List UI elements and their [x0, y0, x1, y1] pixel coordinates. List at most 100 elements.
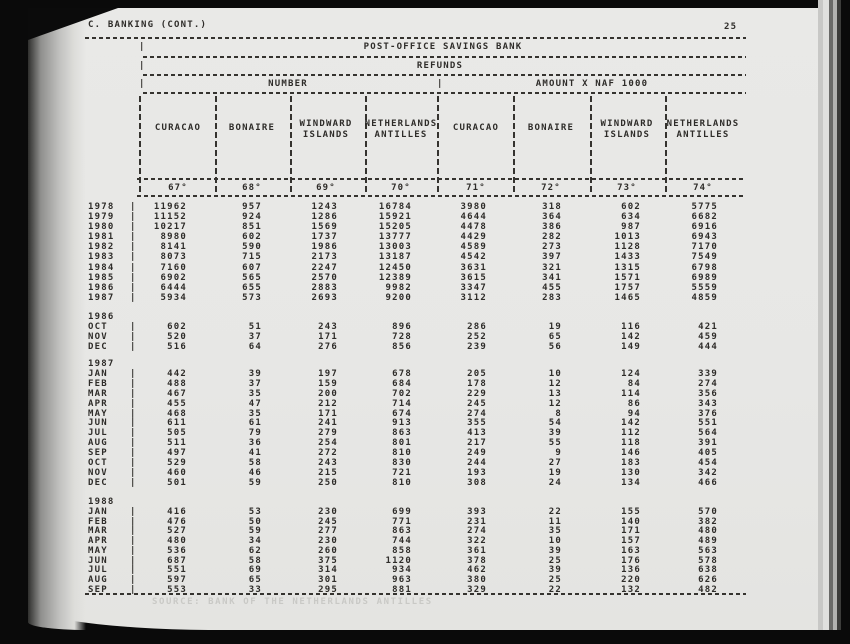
cell-value: 318: [542, 202, 562, 212]
table-row: 1987 | 5934 573 2693 9200 3112 283 1465 4859: [0, 293, 850, 303]
row-label: 1985: [88, 273, 115, 283]
row-rule-pipe: |: [130, 232, 137, 242]
row-rule-pipe: |: [130, 283, 137, 293]
cell-value: 7160: [160, 263, 187, 273]
cell-value: 459: [698, 332, 718, 342]
cell-value: 321: [542, 263, 562, 273]
cell-value: 276: [318, 342, 338, 352]
row-rule-pipe: |: [130, 526, 137, 536]
row-label: DEC: [88, 342, 108, 352]
cell-value: 12: [548, 399, 562, 409]
table-row: DEC | 516 64 276 856 239 56 149 444: [0, 342, 850, 352]
column-header-line: BONAIRE: [228, 123, 276, 133]
cell-value: 22: [548, 585, 562, 595]
cell-value: 527: [167, 526, 187, 536]
column-number: 67°: [168, 183, 188, 193]
table-row: OCT | 602 51 243 896 286 19 116 421: [0, 322, 850, 332]
cell-value: 230: [318, 507, 338, 517]
row-rule-pipe: |: [130, 468, 137, 478]
cell-value: 590: [242, 242, 262, 252]
row-label: 1981: [88, 232, 115, 242]
table-row: OCT | 529 58 243 830 244 27 183 454: [0, 458, 850, 468]
cell-value: 243: [318, 322, 338, 332]
dashed-rule: [85, 593, 746, 595]
cell-value: 634: [621, 212, 641, 222]
cell-value: 205: [467, 369, 487, 379]
cell-value: 11: [548, 517, 562, 527]
cell-value: 132: [621, 585, 641, 595]
column-header-line: WINDWARD: [600, 119, 654, 129]
cell-value: 84: [627, 379, 641, 389]
cell-value: 4859: [691, 293, 718, 303]
column-number: 71°: [466, 183, 486, 193]
row-label: NOV: [88, 332, 108, 342]
cell-value: 58: [248, 458, 262, 468]
column-rule: [590, 96, 592, 194]
column-header-line: BONAIRE: [527, 123, 575, 133]
cell-value: 183: [621, 458, 641, 468]
cell-value: 112: [621, 428, 641, 438]
table-row: 1986 | 6444 655 2883 9982 3347 455 1757 5559: [0, 283, 850, 293]
cell-value: 4589: [460, 242, 487, 252]
row-label: NOV: [88, 468, 108, 478]
row-rule-pipe: |: [130, 379, 137, 389]
column-header: BONAIRE: [509, 123, 593, 134]
cell-value: 607: [242, 263, 262, 273]
cell-value: 6902: [160, 273, 187, 283]
row-rule-pipe: |: [130, 273, 137, 283]
cell-value: 308: [467, 478, 487, 488]
cell-value: 1465: [614, 293, 641, 303]
cell-value: 536: [167, 546, 187, 556]
cell-value: 684: [392, 379, 412, 389]
cell-value: 462: [467, 565, 487, 575]
cell-value: 155: [621, 507, 641, 517]
cell-value: 442: [167, 369, 187, 379]
table-row: DEC | 501 59 250 810 308 24 134 466: [0, 478, 850, 488]
cell-value: 339: [698, 369, 718, 379]
cell-value: 13: [548, 389, 562, 399]
cell-value: 516: [167, 342, 187, 352]
cell-value: 3347: [460, 283, 487, 293]
cell-value: 36: [248, 438, 262, 448]
cell-value: 467: [167, 389, 187, 399]
cell-value: 553: [167, 585, 187, 595]
cell-value: 386: [542, 222, 562, 232]
row-label: MAY: [88, 409, 108, 419]
row-rule-pipe: |: [130, 585, 137, 595]
row-label: JUL: [88, 428, 108, 438]
cell-value: 714: [392, 399, 412, 409]
cell-value: 279: [318, 428, 338, 438]
row-label: 1986: [88, 283, 115, 293]
cell-value: 140: [621, 517, 641, 527]
row-rule-pipe: |: [130, 438, 137, 448]
cell-value: 7170: [691, 242, 718, 252]
cell-value: 3631: [460, 263, 487, 273]
cell-value: 56: [548, 342, 562, 352]
cell-value: 1013: [614, 232, 641, 242]
row-rule-pipe: |: [130, 458, 137, 468]
column-header: CURACAO: [434, 123, 518, 134]
row-label: APR: [88, 536, 108, 546]
column-header: BONAIRE: [210, 123, 294, 134]
cell-value: 460: [167, 468, 187, 478]
cell-value: 416: [167, 507, 187, 517]
cell-value: 4429: [460, 232, 487, 242]
cell-value: 376: [698, 409, 718, 419]
column-rule: [290, 96, 292, 194]
row-label: 1979: [88, 212, 115, 222]
row-label: OCT: [88, 458, 108, 468]
cell-value: 249: [467, 448, 487, 458]
cell-value: 178: [467, 379, 487, 389]
cell-value: 282: [542, 232, 562, 242]
table-row: FEB | 476 50 245 771 231 11 140 382: [0, 517, 850, 527]
cell-value: 314: [318, 565, 338, 575]
cell-value: 277: [318, 526, 338, 536]
cell-value: 476: [167, 517, 187, 527]
cell-value: 8141: [160, 242, 187, 252]
cell-value: 355: [467, 418, 487, 428]
scan-bottom-shadow: [0, 630, 850, 644]
cell-value: 3980: [460, 202, 487, 212]
dashed-rule: [85, 37, 746, 39]
cell-value: 573: [242, 293, 262, 303]
cell-value: 1986: [311, 242, 338, 252]
